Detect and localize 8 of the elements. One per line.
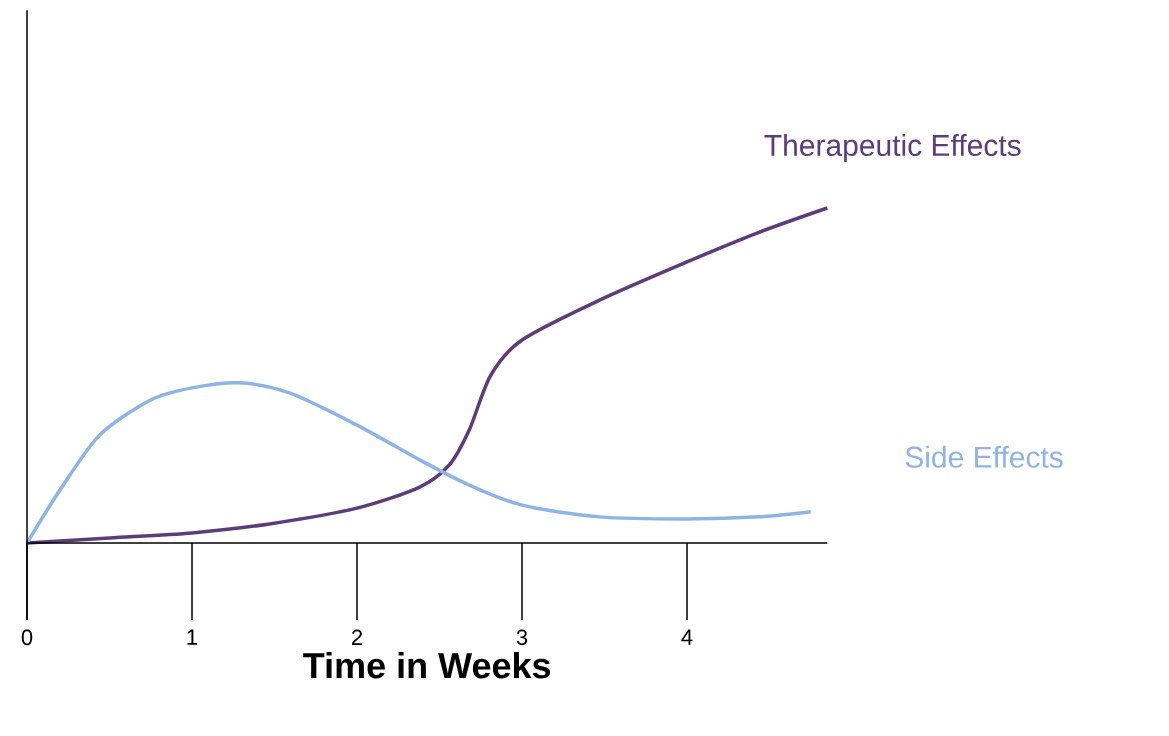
text: Therapeutic Effects — [764, 134, 1021, 162]
x-axis-title: Time in Weeks — [303, 651, 551, 679]
text: Side Effects — [905, 445, 1063, 468]
x-tick-label: 4 — [681, 629, 693, 645]
x-tick-label: 0 — [21, 629, 33, 646]
x-tick-label: 2 — [352, 629, 363, 645]
x-tick-label: 1 — [187, 629, 198, 645]
x-tick-label: 3 — [516, 629, 528, 646]
